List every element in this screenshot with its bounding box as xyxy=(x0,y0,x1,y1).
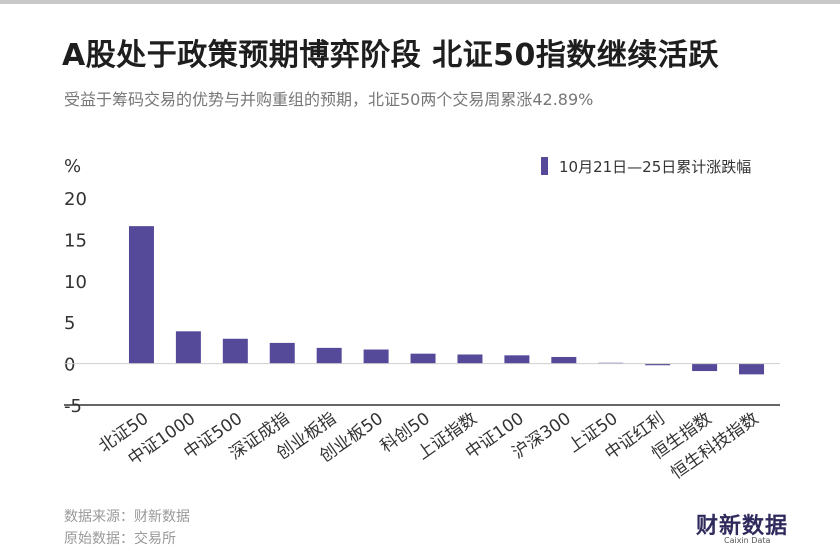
y-axis-label: % xyxy=(64,156,81,177)
bar-科创50 xyxy=(410,353,436,364)
y-tick-label: 20 xyxy=(64,189,87,210)
bar-chart: %-505101520北证50中证1000中证500深证成指创业板指创业板50科… xyxy=(64,156,780,484)
y-tick-label: 10 xyxy=(64,272,87,293)
bar-上证指数 xyxy=(457,354,483,364)
chart-title: A股处于政策预期博弈阶段 北证50指数继续活跃 xyxy=(62,38,719,73)
y-tick-label: -5 xyxy=(64,396,82,417)
caixin-logo: 财新数据 xyxy=(696,514,789,539)
legend-label: 10月21日—25日累计涨跌幅 xyxy=(559,158,751,176)
bar-中证红利 xyxy=(645,363,671,366)
y-tick-label: 15 xyxy=(64,230,87,251)
chart-subtitle: 受益于筹码交易的优势与并购重组的预期，北证50两个交易周累涨42.89% xyxy=(64,90,594,109)
y-tick-label: 5 xyxy=(64,313,75,334)
bar-中证100 xyxy=(504,355,530,364)
bar-深证成指 xyxy=(269,342,295,364)
caixin-logo-sub: Caixin Data xyxy=(724,536,771,545)
bar-中证500 xyxy=(222,338,248,364)
bar-创业板指 xyxy=(316,347,342,364)
legend-swatch xyxy=(541,157,548,175)
data-origin: 原始数据：交易所 xyxy=(64,531,176,547)
data-source: 数据来源：财新数据 xyxy=(64,509,190,525)
bar-中证1000 xyxy=(175,331,201,364)
bar-沪深300 xyxy=(551,356,577,364)
y-tick-label: 0 xyxy=(64,355,75,376)
top-rule xyxy=(0,0,840,4)
bar-恒生科技指数 xyxy=(739,363,765,375)
bar-恒生指数 xyxy=(692,363,718,372)
bar-北证50 xyxy=(128,226,154,364)
bar-创业板50 xyxy=(363,349,389,364)
